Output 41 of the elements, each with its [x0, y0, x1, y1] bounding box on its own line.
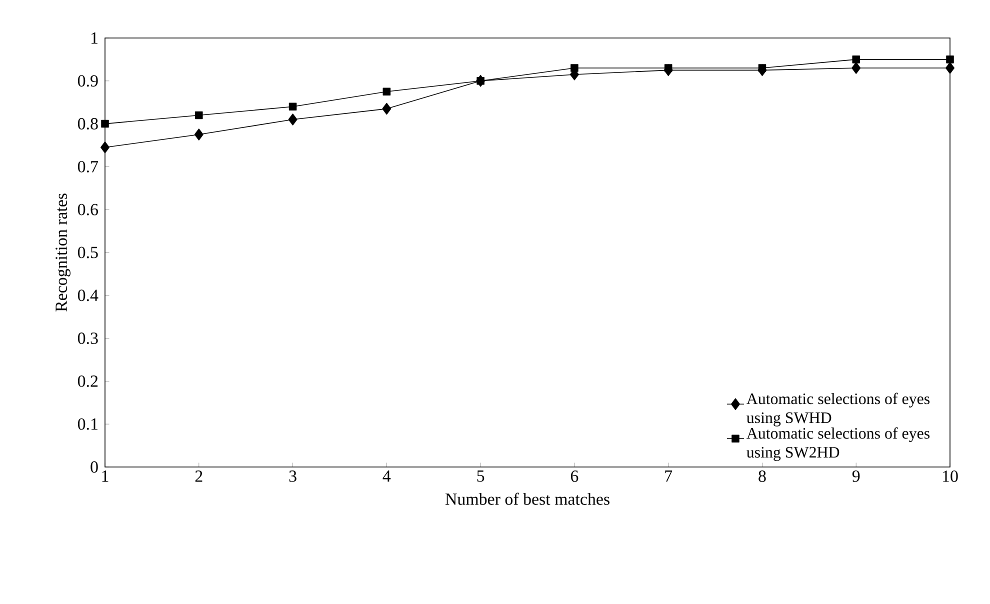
point [382, 88, 391, 96]
y-tick-label: 0.6 [78, 204, 98, 216]
y-tick-label: 0.3 [78, 332, 98, 344]
x-tick-label: 8 [758, 470, 766, 482]
x-tick-label: 7 [665, 470, 672, 482]
x-tick-label: 1 [102, 470, 108, 482]
x-tick-label: 5 [477, 470, 484, 482]
x-axis-title: Number of best matches [445, 492, 610, 505]
y-tick-label: 0.2 [78, 375, 98, 387]
point [288, 114, 298, 126]
y-axis-title: Recognition rates [56, 194, 70, 312]
y-tick-label: 0.4 [78, 290, 98, 302]
y-tick-label: 0 [90, 461, 98, 473]
point [476, 77, 484, 85]
x-tick-label: 2 [195, 470, 202, 482]
legend-label: Automatic selections of eyes using SW2HD [746, 427, 930, 461]
point [100, 142, 110, 154]
point [195, 111, 203, 120]
x-tick-label: 6 [570, 470, 578, 482]
x-tick-label: 4 [382, 470, 391, 482]
point [758, 64, 766, 72]
x-tick-label: 10 [943, 470, 958, 482]
y-tick-label: 0.7 [78, 160, 98, 172]
point [852, 62, 861, 74]
y-tick-label: 1 [92, 32, 98, 44]
point [382, 102, 392, 115]
y-tick-label: 0.1 [78, 418, 98, 430]
point [946, 56, 954, 64]
point [194, 128, 204, 140]
point [570, 64, 578, 72]
y-tick-label: 0.5 [78, 246, 98, 258]
y-tick-label: 0.8 [78, 118, 98, 130]
point [852, 56, 860, 64]
legend-label: Automatic selections of eyes using SWHD [746, 392, 930, 426]
x-tick-label: 9 [852, 470, 860, 482]
point [101, 120, 109, 128]
y-tick-label: 0.9 [78, 75, 98, 87]
point [664, 64, 672, 72]
x-tick-label: 3 [289, 470, 296, 482]
point [288, 102, 297, 111]
point [945, 62, 955, 74]
